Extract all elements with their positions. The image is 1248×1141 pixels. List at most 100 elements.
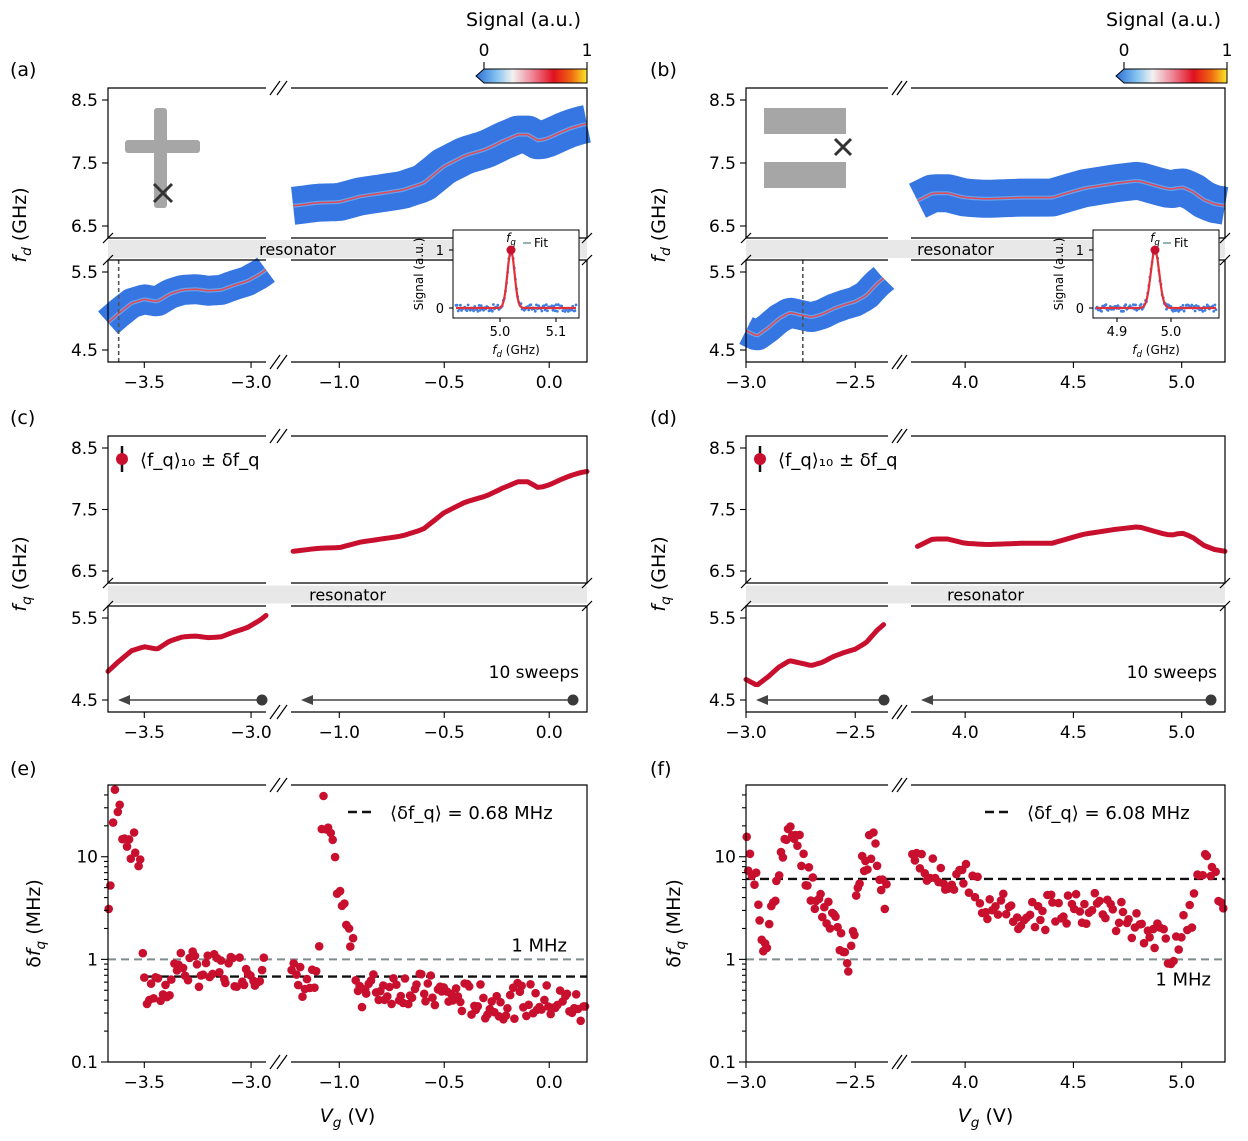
f-xtick-label: −2.5 (835, 1073, 876, 1093)
c-fq-line-right (290, 468, 590, 554)
c-ytick-label: 7.5 (71, 501, 98, 521)
c-xtick-label: −0.5 (424, 723, 465, 743)
f-xbreak-a0 (891, 777, 903, 793)
b-ytick-label: 5.5 (709, 263, 736, 283)
f-point (755, 916, 764, 925)
f-point (876, 885, 886, 895)
f-point (751, 868, 761, 877)
e-point (203, 951, 212, 960)
a-inset-point (574, 303, 578, 307)
a-inset-point (465, 309, 469, 312)
colorbar-min-label: 0 (1119, 41, 1130, 61)
d-resonator-label: resonator (947, 586, 1024, 605)
e-point (517, 981, 526, 991)
f-point (1211, 867, 1220, 877)
cross-gate-icon (125, 140, 200, 153)
b-xtick-label: −2.5 (835, 373, 876, 393)
f-point (1041, 925, 1050, 935)
e-point (289, 959, 299, 968)
e-point (526, 980, 535, 989)
e-point (176, 948, 186, 958)
f-point (1189, 889, 1199, 898)
f-ylabel: δfq (MHz) (663, 879, 689, 968)
e-point (542, 981, 551, 990)
e-point (292, 970, 301, 979)
a-inset-point (482, 308, 485, 312)
d-legend-text: ⟨f_q⟩₁₀ ± δf_q (778, 450, 898, 471)
gate-marker-icon (152, 182, 174, 204)
b-inset-point (1203, 309, 1207, 312)
text-layer: resonator 8.5 7.5 6.5 5.5 4.5 −3.5 −3.0 −1.0 −0.5… (9, 9, 1232, 1131)
c-legend-text: ⟨f_q⟩₁₀ ± δf_q (140, 450, 260, 471)
e-point (555, 986, 565, 995)
e-ytick-label: 1 (87, 950, 98, 970)
b-xbreak-a0 (891, 80, 903, 96)
b-inset-point (1134, 303, 1137, 307)
d-ylabel: fq (GHz) (648, 536, 674, 611)
a-inset-point (459, 303, 462, 307)
e-point (183, 975, 193, 985)
f-point (793, 841, 802, 850)
e-point (113, 807, 123, 817)
a-inset-point (543, 308, 547, 312)
f-point (1062, 919, 1071, 928)
f-point (750, 880, 759, 889)
f-point (1202, 851, 1212, 861)
f-point (991, 902, 1000, 911)
f-point (871, 839, 880, 848)
f-point (880, 904, 890, 914)
e-point (124, 835, 134, 844)
f-point (970, 892, 980, 902)
a-ytick-label: 6.5 (71, 217, 98, 237)
a-ybreak-0 (102, 232, 114, 244)
b-inset-legend-text: Fit (1174, 236, 1188, 250)
f-point (842, 958, 852, 968)
e-point (369, 970, 378, 979)
c-ybreak-3 (581, 600, 593, 612)
f-point (1101, 913, 1110, 923)
e-xtick-label: −1.0 (319, 1073, 360, 1093)
f-point (851, 891, 861, 900)
d-resonator-band (746, 585, 1225, 604)
d-sweep-start-left (878, 694, 890, 706)
f-point (1219, 904, 1228, 913)
e-point (239, 980, 249, 990)
b-ybreak-0 (740, 232, 752, 244)
f-point (1117, 897, 1126, 907)
b-inset-point (1206, 304, 1210, 308)
d-xtick-label: 4.0 (952, 723, 979, 743)
f-point (1046, 890, 1056, 900)
data-layer (95, 105, 1239, 1026)
c-xbreak-b1 (276, 704, 288, 720)
f-point (1174, 945, 1183, 954)
e-point (385, 982, 394, 992)
f-point (745, 849, 755, 859)
b-xbreak-b0 (896, 80, 908, 96)
f-point (996, 896, 1006, 905)
c-lower-frame-right (291, 605, 588, 713)
d-xtick-label: 5.0 (1168, 723, 1195, 743)
a-inset-point (479, 304, 483, 308)
e-point (537, 1005, 546, 1014)
e-point (257, 965, 267, 975)
f-point (882, 879, 891, 889)
a-inset-frame (452, 229, 580, 319)
c-ybreak-2 (581, 577, 593, 589)
f-point (855, 879, 864, 888)
e-point (426, 971, 436, 980)
e-point (293, 980, 303, 990)
f-point (866, 854, 876, 864)
a-ybreak-3 (581, 254, 593, 266)
c-panel-label: (c) (10, 407, 35, 429)
c-lower-frame-left (107, 605, 266, 713)
a-inset-point (573, 309, 577, 313)
f-point (1038, 906, 1047, 916)
e-point (503, 1004, 512, 1013)
f-point (808, 873, 818, 882)
e-point (106, 881, 115, 890)
b-inset-point (1212, 309, 1216, 313)
a-inset-point (552, 304, 556, 308)
e-point (115, 800, 124, 810)
f-point (959, 879, 968, 888)
